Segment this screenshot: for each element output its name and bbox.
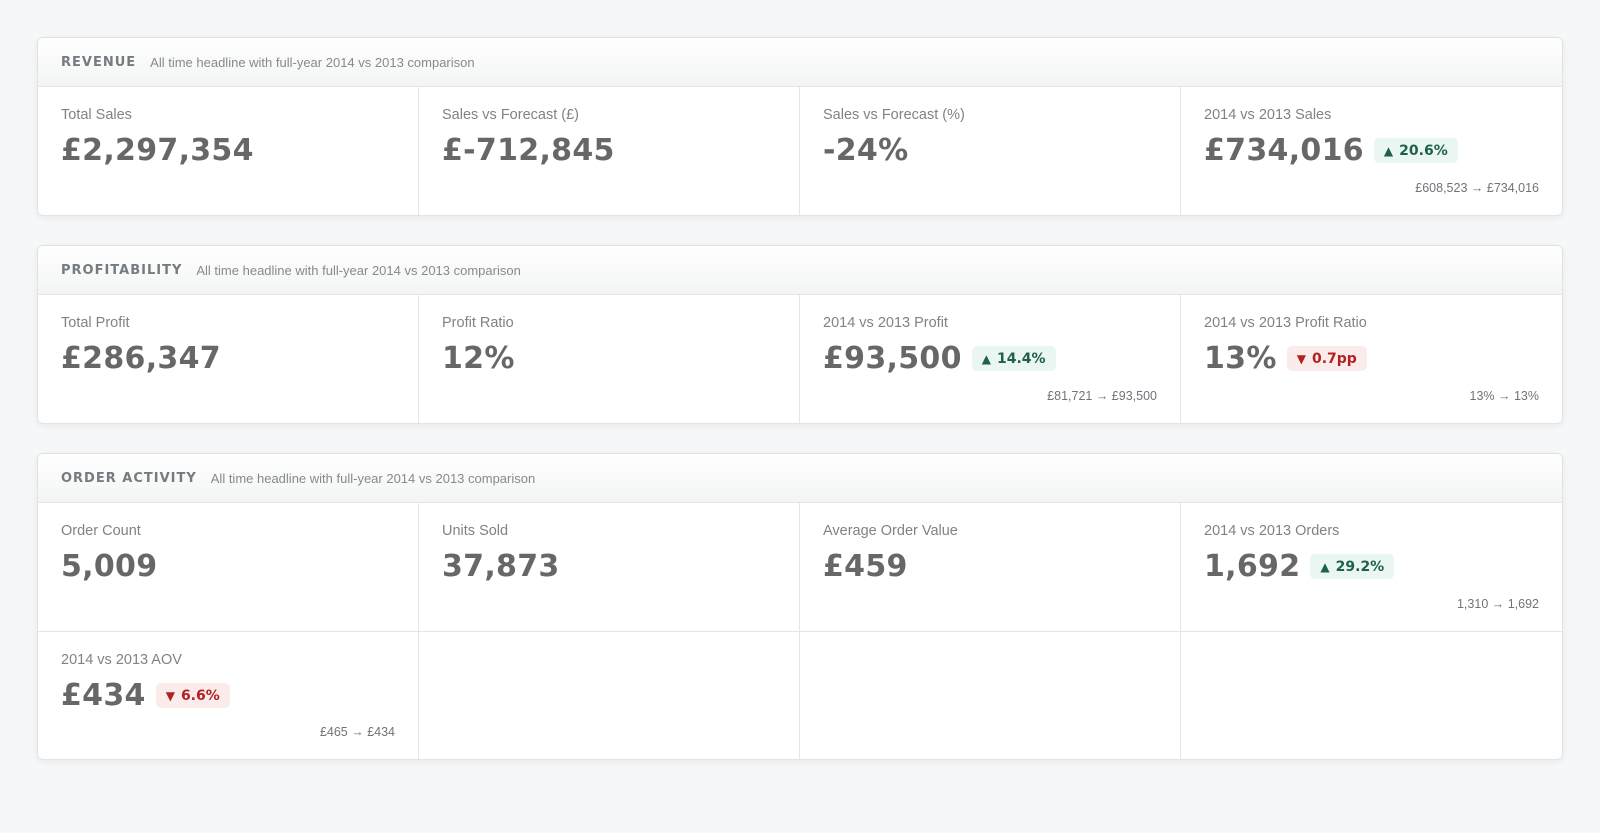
panel-title: ORDER ACTIVITY: [61, 470, 197, 486]
kpi-label: 2014 vs 2013 Profit: [823, 315, 948, 331]
kpi-tile-units-sold: Units Sold 37,873: [419, 503, 800, 631]
kpi-tile-order-count: Order Count 5,009: [38, 503, 419, 631]
kpi-tile-total-sales: Total Sales £2,297,354: [38, 87, 419, 215]
kpi-tile-sales-yoy: 2014 vs 2013 Sales £734,016 ▲ 20.6% £608…: [1181, 87, 1562, 215]
change-badge: ▲ 14.4%: [971, 346, 1056, 371]
triangle-up-icon: ▲: [1383, 143, 1394, 158]
dashboard: REVENUE All time headline with full-year…: [37, 37, 1563, 760]
kpi-label: Sales vs Forecast (%): [823, 107, 965, 123]
panel-title: PROFITABILITY: [61, 262, 183, 278]
kpi-value: 12%: [442, 341, 515, 376]
kpi-tile-aov-yoy: 2014 vs 2013 AOV £434 ▼ 6.6% £465 → £434: [38, 631, 419, 759]
kpi-value: £734,016: [1204, 133, 1364, 168]
empty-tile: [1181, 631, 1562, 759]
panel-header: REVENUE All time headline with full-year…: [38, 38, 1562, 87]
kpi-value: £459: [823, 549, 908, 584]
revenue-panel: REVENUE All time headline with full-year…: [37, 37, 1563, 216]
change-badge: ▲ 29.2%: [1310, 554, 1395, 579]
kpi-label: 2014 vs 2013 Profit Ratio: [1204, 315, 1367, 331]
kpi-value: 37,873: [442, 549, 560, 584]
kpi-compare: 1,310 → 1,692: [1456, 597, 1539, 611]
order-activity-panel: ORDER ACTIVITY All time headline with fu…: [37, 453, 1563, 760]
change-value: 29.2%: [1335, 558, 1385, 575]
kpi-compare: 13% → 13%: [1469, 389, 1539, 403]
panel-subtitle: All time headline with full-year 2014 vs…: [210, 470, 536, 486]
kpi-label: Total Profit: [61, 315, 130, 331]
kpi-grid: Order Count 5,009 Units Sold 37,873 Aver…: [38, 503, 1562, 759]
kpi-value: £286,347: [61, 341, 221, 376]
kpi-grid: Total Profit £286,347 Profit Ratio 12% 2…: [38, 295, 1562, 423]
profitability-panel: PROFITABILITY All time headline with ful…: [37, 245, 1563, 424]
triangle-down-icon: ▼: [165, 688, 175, 703]
triangle-up-icon: ▲: [981, 351, 991, 366]
kpi-label: Units Sold: [442, 523, 509, 539]
kpi-value: -24%: [823, 133, 909, 168]
kpi-tile-sales-vs-forecast-pct: Sales vs Forecast (%) -24%: [800, 87, 1181, 215]
kpi-grid: Total Sales £2,297,354 Sales vs Forecast…: [38, 87, 1562, 215]
kpi-value: £2,297,354: [61, 133, 254, 168]
change-badge: ▼ 6.6%: [155, 683, 230, 708]
triangle-up-icon: ▲: [1320, 559, 1330, 574]
change-badge: ▼ 0.7pp: [1286, 346, 1367, 371]
change-value: 0.7pp: [1311, 350, 1357, 367]
kpi-value: £93,500: [823, 341, 962, 376]
kpi-label: Sales vs Forecast (£): [442, 107, 579, 123]
kpi-tile-profit-ratio: Profit Ratio 12%: [419, 295, 800, 423]
change-value: 14.4%: [996, 350, 1046, 367]
panel-header: ORDER ACTIVITY All time headline with fu…: [38, 454, 1562, 503]
kpi-compare: £608,523 → £734,016: [1415, 181, 1539, 195]
kpi-label: Order Count: [61, 523, 141, 539]
kpi-tile-orders-yoy: 2014 vs 2013 Orders 1,692 ▲ 29.2% 1,310 …: [1181, 503, 1562, 631]
panel-header: PROFITABILITY All time headline with ful…: [38, 246, 1562, 295]
kpi-value: 1,692: [1204, 549, 1301, 584]
kpi-tile-profit-yoy: 2014 vs 2013 Profit £93,500 ▲ 14.4% £81,…: [800, 295, 1181, 423]
kpi-compare: £465 → £434: [319, 725, 395, 739]
kpi-tile-sales-vs-forecast-gbp: Sales vs Forecast (£) £-712,845: [419, 87, 800, 215]
empty-tile: [800, 631, 1181, 759]
panel-subtitle: All time headline with full-year 2014 vs…: [196, 262, 521, 278]
kpi-value: 13%: [1204, 341, 1277, 376]
kpi-compare: £81,721 → £93,500: [1047, 389, 1157, 403]
kpi-label: 2014 vs 2013 Sales: [1204, 107, 1332, 123]
kpi-tile-profit-ratio-yoy: 2014 vs 2013 Profit Ratio 13% ▼ 0.7pp 13…: [1181, 295, 1562, 423]
panel-title: REVENUE: [61, 54, 137, 70]
change-value: 20.6%: [1399, 142, 1448, 159]
kpi-label: Profit Ratio: [442, 315, 514, 331]
change-badge: ▲ 20.6%: [1373, 138, 1458, 163]
kpi-value: £-712,845: [442, 133, 615, 168]
triangle-down-icon: ▼: [1296, 351, 1306, 366]
kpi-value: 5,009: [61, 549, 158, 584]
kpi-tile-total-profit: Total Profit £286,347: [38, 295, 419, 423]
kpi-label: 2014 vs 2013 Orders: [1204, 523, 1340, 539]
kpi-label: 2014 vs 2013 AOV: [61, 652, 182, 668]
panel-subtitle: All time headline with full-year 2014 vs…: [150, 54, 475, 70]
kpi-label: Average Order Value: [823, 523, 958, 539]
change-value: 6.6%: [180, 687, 220, 704]
kpi-label: Total Sales: [61, 107, 132, 123]
empty-tile: [419, 631, 800, 759]
kpi-value: £434: [61, 678, 146, 713]
kpi-tile-average-order-value: Average Order Value £459: [800, 503, 1181, 631]
